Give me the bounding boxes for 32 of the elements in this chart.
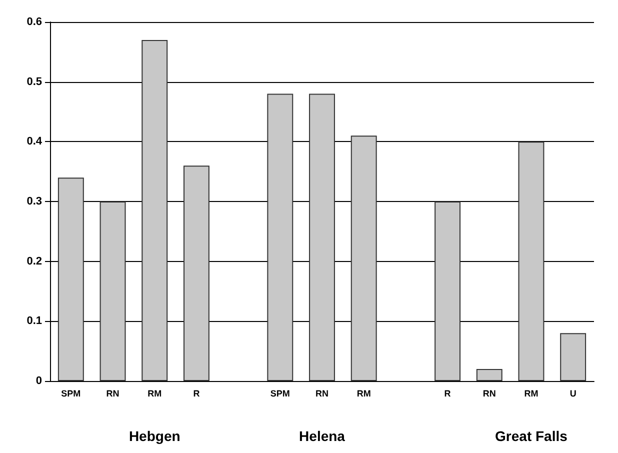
y-tick-label: 0.4 bbox=[26, 136, 43, 148]
text: Hebgen bbox=[128, 428, 180, 444]
bar bbox=[58, 178, 84, 381]
bar bbox=[183, 166, 210, 381]
x-tick-label: SPM bbox=[270, 388, 290, 398]
bar bbox=[142, 40, 168, 381]
bar bbox=[434, 202, 461, 381]
y-tick-label: 0.6 bbox=[26, 16, 42, 28]
bar bbox=[560, 333, 586, 381]
x-tick-label: RM bbox=[148, 388, 162, 398]
x-tick-label: R bbox=[193, 388, 200, 398]
x-tick-label: RM bbox=[524, 388, 538, 398]
bar bbox=[100, 202, 126, 381]
y-tick-label: 0.3 bbox=[26, 196, 42, 208]
bar bbox=[309, 94, 335, 381]
bar bbox=[350, 136, 377, 381]
x-tick-label: RM bbox=[356, 388, 371, 398]
x-tick-label: RN bbox=[482, 388, 496, 398]
x-tick-label: R bbox=[444, 388, 452, 398]
y-tick-label: 0 bbox=[36, 375, 42, 387]
x-tick-label: RN bbox=[316, 388, 328, 398]
x-tick-label: U bbox=[570, 388, 576, 398]
text: Great Falls bbox=[495, 428, 568, 444]
x-tick-label: SPM bbox=[61, 388, 81, 398]
bar bbox=[518, 142, 544, 381]
text: Helena bbox=[299, 428, 346, 444]
bar bbox=[267, 94, 294, 381]
bar bbox=[476, 369, 502, 381]
x-tick-label: RN bbox=[106, 388, 120, 398]
y-tick-label: 0.2 bbox=[26, 255, 42, 268]
y-tick-label: 0.1 bbox=[26, 315, 42, 328]
y-tick-label: 0.5 bbox=[26, 76, 42, 88]
